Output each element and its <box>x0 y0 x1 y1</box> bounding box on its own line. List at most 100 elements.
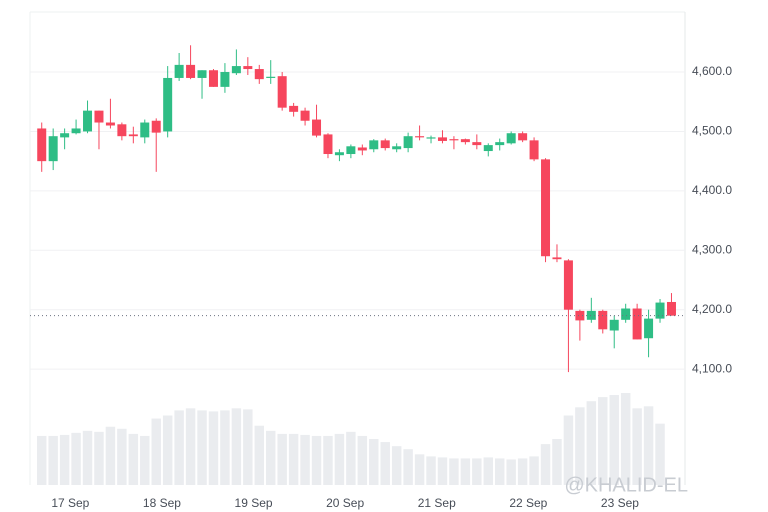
candle-body <box>369 140 379 150</box>
volume-bar <box>94 431 104 485</box>
candle-body <box>254 69 264 80</box>
candle-body <box>334 152 344 156</box>
candle-body <box>289 105 299 112</box>
candle-body <box>94 110 104 123</box>
volume-bar <box>323 435 333 485</box>
volume-bar <box>243 409 253 485</box>
candle-body <box>598 310 608 330</box>
volume-bar <box>575 407 585 485</box>
volume-bar <box>151 418 161 485</box>
volume-bar <box>82 430 93 485</box>
x-tick-label: 18 Sep <box>143 496 181 510</box>
volume-bar <box>483 457 493 485</box>
volume-bar <box>311 435 322 485</box>
candle-body <box>552 257 562 260</box>
candle-body <box>140 122 150 138</box>
candle-body <box>60 133 70 138</box>
candle-body <box>231 66 241 74</box>
volume-bar <box>59 434 70 485</box>
x-tick-label: 21 Sep <box>418 496 456 510</box>
candle-body <box>621 308 631 320</box>
volume-bar <box>105 426 116 485</box>
volume-bar <box>460 458 471 485</box>
x-tick-label: 17 Sep <box>51 496 89 510</box>
candle-body <box>586 310 596 320</box>
candle-body <box>83 110 93 132</box>
volume-bar <box>208 411 219 485</box>
candle-body <box>392 146 402 150</box>
volume-bar <box>197 410 207 485</box>
candle-body <box>220 72 230 87</box>
candle-body <box>506 133 516 144</box>
volume-bar <box>380 442 390 485</box>
x-tick-label: 23 Sep <box>601 496 639 510</box>
candle-body <box>300 110 310 121</box>
candle-body <box>483 145 493 152</box>
volume-bar <box>254 425 264 485</box>
volume-bar <box>185 408 196 485</box>
volume-bar <box>266 430 276 485</box>
candle-body <box>208 70 218 87</box>
volume-bar <box>529 456 539 485</box>
volume-bar <box>140 435 150 485</box>
candle-body <box>541 159 551 257</box>
volume-bar <box>472 458 482 485</box>
candle-body <box>312 119 322 136</box>
candle-body <box>472 142 482 146</box>
volume-bar <box>369 439 379 485</box>
candle-body <box>655 302 665 319</box>
candle-body <box>426 137 436 139</box>
y-tick-label: 4,200.0 <box>692 302 732 316</box>
volume-bar <box>174 410 184 485</box>
candle-body <box>529 140 539 160</box>
volume-bar <box>609 395 619 485</box>
candle-body <box>449 139 459 141</box>
candle-body <box>380 140 390 149</box>
y-tick-label: 4,500.0 <box>692 124 732 138</box>
candle-body <box>266 76 276 78</box>
candle-body <box>197 70 207 78</box>
volume-bar <box>48 435 58 485</box>
candle-body <box>37 128 47 162</box>
y-tick-label: 4,600.0 <box>692 64 732 78</box>
candle-body <box>174 64 184 78</box>
volume-bar <box>357 435 368 485</box>
candle-body <box>128 134 138 137</box>
candle-body <box>437 137 447 141</box>
volume-bar <box>414 454 425 485</box>
volume-bar <box>300 434 310 485</box>
candle-body <box>666 301 676 316</box>
x-tick-label: 22 Sep <box>509 496 547 510</box>
volume-bar <box>506 459 516 485</box>
candle-body <box>609 319 619 331</box>
volume-bar <box>277 433 287 485</box>
y-tick-label: 4,100.0 <box>692 361 732 375</box>
volume-bar <box>495 458 505 485</box>
candle-body <box>518 133 528 141</box>
candle-body <box>151 120 161 133</box>
candle-body <box>186 64 196 78</box>
volume-bar <box>220 410 230 485</box>
candle-body <box>48 136 58 162</box>
candle-body <box>632 308 642 340</box>
volume-bar <box>391 446 402 485</box>
volume-bar <box>563 415 574 485</box>
x-tick-label: 19 Sep <box>235 496 273 510</box>
candle-body <box>243 66 253 70</box>
volume-bar <box>437 457 448 485</box>
y-tick-label: 4,400.0 <box>692 183 732 197</box>
volume-bar <box>598 397 608 485</box>
candle-body <box>563 260 573 310</box>
candle-body <box>575 310 585 321</box>
volume-bar <box>334 433 345 485</box>
volume-bar <box>552 439 562 485</box>
volume-bar <box>517 458 528 485</box>
x-tick-label: 20 Sep <box>326 496 364 510</box>
candle-body <box>357 147 367 151</box>
volume-bar <box>426 456 436 485</box>
volume-bar <box>288 433 299 485</box>
volume-bar <box>632 408 642 485</box>
volume-bar <box>586 401 597 485</box>
volume-bar <box>655 423 665 485</box>
